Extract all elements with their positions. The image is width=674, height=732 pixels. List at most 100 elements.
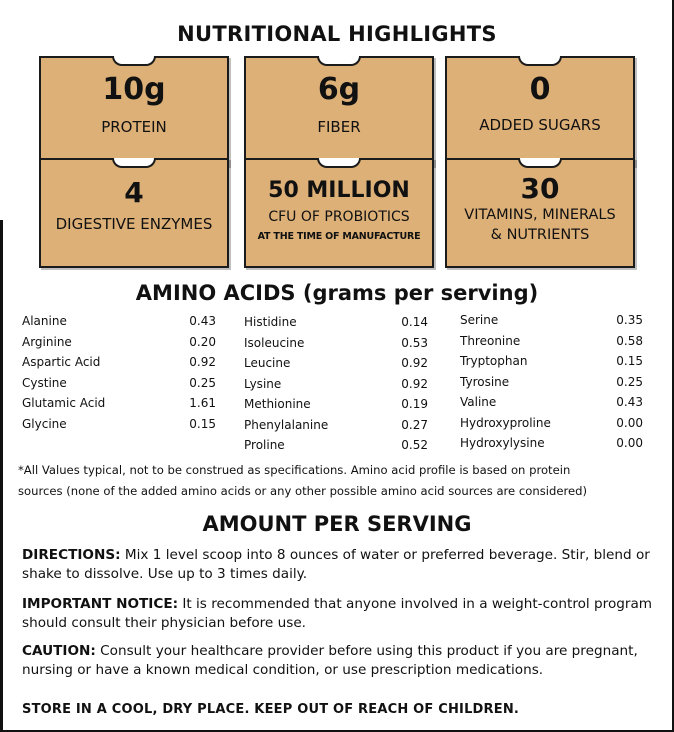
- amino-acid-name: Lysine: [244, 376, 282, 391]
- amino-acid-value: 0.15: [189, 416, 216, 431]
- amino-acid-value: 0.20: [189, 334, 216, 349]
- nutritional-highlights-title: NUTRITIONAL HIGHLIGHTS: [177, 22, 497, 46]
- tile-value: 50 MILLION: [268, 178, 410, 203]
- caution-paragraph: CAUTION: Consult your healthcare provide…: [22, 642, 667, 680]
- tile-value: 4: [124, 176, 144, 209]
- caution-text: Consult your healthcare provider before …: [22, 643, 638, 678]
- amino-acid-row: Valine 0.43: [460, 395, 644, 416]
- amino-acid-name: Threonine: [460, 333, 521, 348]
- amino-acid-value: 0.43: [616, 395, 643, 409]
- tile-notch: [317, 158, 361, 168]
- amino-acid-row: Alanine 0.43: [22, 314, 217, 335]
- highlight-tile-added-sugars: 0 ADDED SUGARS: [445, 56, 635, 166]
- tile-value: 30: [520, 172, 560, 205]
- amino-acid-row: Proline 0.52: [244, 438, 429, 459]
- tile-label: VITAMINS, MINERALS: [464, 207, 616, 223]
- directions-label: DIRECTIONS:: [22, 547, 121, 563]
- tile-label: DIGESTIVE ENZYMES: [55, 215, 213, 233]
- amino-acid-row: Lysine 0.92: [244, 377, 429, 398]
- amino-acid-row: Tryptophan 0.15: [460, 354, 644, 375]
- amino-footnote-line-1: *All Values typical, not to be construed…: [18, 463, 571, 477]
- amino-acid-value: 0.53: [401, 335, 428, 350]
- directions-paragraph: DIRECTIONS: Mix 1 level scoop into 8 oun…: [22, 546, 667, 584]
- amino-acid-row: Hydroxylysine 0.00: [460, 436, 644, 457]
- amino-acid-value: 0.25: [616, 374, 643, 389]
- amino-acid-name: Cystine: [22, 375, 67, 390]
- amino-acid-row: Tyrosine 0.25: [460, 375, 644, 396]
- amino-acid-value: 0.00: [616, 415, 643, 430]
- tile-value: 6g: [317, 72, 361, 107]
- tile-value: 10g: [102, 72, 166, 107]
- amino-acid-row: Phenylalanine 0.27: [244, 418, 429, 439]
- amino-acid-name: Glycine: [22, 416, 67, 431]
- amino-acid-name: Tyrosine: [460, 374, 510, 389]
- amino-acid-value: 0.92: [401, 356, 428, 370]
- amino-acid-name: Arginine: [22, 334, 72, 349]
- amino-acid-row: Isoleucine 0.53: [244, 336, 429, 357]
- amino-footnote: *All Values typical, not to be construed…: [18, 460, 663, 502]
- tile-notch: [112, 158, 156, 168]
- amino-acid-name: Valine: [460, 395, 497, 409]
- amino-acid-value: 0.14: [401, 315, 428, 329]
- important-notice-paragraph: IMPORTANT NOTICE: It is recommended that…: [22, 595, 667, 633]
- amount-per-serving-title: AMOUNT PER SERVING: [202, 512, 472, 536]
- tile-note: AT THE TIME OF MANUFACTURE: [257, 231, 421, 242]
- amino-acid-name: Phenylalanine: [244, 417, 329, 432]
- amino-acid-row: Serine 0.35: [460, 313, 644, 334]
- caution-label: CAUTION:: [22, 643, 96, 659]
- amino-acid-row: Aspartic Acid 0.92: [22, 355, 217, 376]
- amino-acid-value: 0.27: [401, 417, 428, 432]
- tile-notch: [518, 56, 562, 66]
- amino-acid-name: Hydroxyproline: [460, 415, 551, 430]
- amino-acid-row: Leucine 0.92: [244, 356, 429, 377]
- tile-label: FIBER: [317, 118, 361, 136]
- amino-acid-value: 0.52: [401, 438, 428, 452]
- amino-acid-value: 0.43: [189, 314, 216, 328]
- amino-column-1: Alanine 0.43 Arginine 0.20 Aspartic Acid 0.92…: [22, 314, 217, 437]
- directions-text: Mix 1 level scoop into 8 ounces of water…: [22, 547, 650, 582]
- tile-notch: [518, 158, 562, 168]
- tile-label: ADDED SUGARS: [479, 116, 601, 134]
- amino-acid-name: Methionine: [244, 397, 311, 411]
- amino-acid-value: 1.61: [189, 396, 216, 410]
- amino-acid-row: Threonine 0.58: [460, 334, 644, 355]
- tile-label: CFU OF PROBIOTICS: [268, 209, 410, 225]
- highlight-tile-protein: 10g PROTEIN: [39, 56, 229, 166]
- amino-acid-name: Isoleucine: [244, 335, 305, 350]
- tile-notch: [112, 56, 156, 66]
- amino-acid-value: 0.92: [401, 376, 428, 391]
- amino-acid-row: Methionine 0.19: [244, 397, 429, 418]
- amino-acids-title: AMINO ACIDS (grams per serving): [135, 281, 539, 305]
- amino-acid-value: 0.15: [616, 354, 643, 368]
- tile-label: PROTEIN: [101, 118, 167, 136]
- amino-column-3: Serine 0.35 Threonine 0.58 Tryptophan 0.15 Tyr…: [460, 313, 644, 457]
- amino-acid-value: 0.92: [189, 355, 216, 369]
- amino-footnote-line-2: sources (none of the added amino acids o…: [18, 484, 587, 498]
- amino-acid-row: Glutamic Acid 1.61: [22, 396, 217, 417]
- amino-acid-name: Glutamic Acid: [22, 396, 106, 410]
- amino-acid-name: Tryptophan: [460, 354, 528, 368]
- highlight-tile-probiotics: 50 MILLION CFU OF PROBIOTICS AT THE TIME…: [244, 158, 434, 268]
- amino-acid-value: 0.25: [189, 375, 216, 390]
- amino-acid-name: Leucine: [244, 356, 291, 370]
- amino-acid-name: Aspartic Acid: [22, 355, 101, 369]
- amino-acid-name: Histidine: [244, 315, 297, 329]
- tile-value: 0: [529, 72, 551, 107]
- amino-acid-row: Cystine 0.25: [22, 376, 217, 397]
- tile-notch: [317, 56, 361, 66]
- important-notice-label: IMPORTANT NOTICE:: [22, 596, 179, 612]
- amino-acid-value: 0.19: [401, 397, 428, 411]
- amino-acid-row: Glycine 0.15: [22, 417, 217, 438]
- amino-acid-name: Alanine: [22, 314, 67, 328]
- amino-acid-name: Hydroxylysine: [460, 436, 545, 450]
- left-edge-border: [0, 220, 3, 732]
- highlight-tile-fiber: 6g FIBER: [244, 56, 434, 166]
- highlight-tile-digestive-enzymes: 4 DIGESTIVE ENZYMES: [39, 158, 229, 268]
- amino-acid-row: Hydroxyproline 0.00: [460, 416, 644, 437]
- amino-acid-name: Serine: [460, 313, 499, 327]
- storage-warning: STORE IN A COOL, DRY PLACE. KEEP OUT OF …: [22, 702, 520, 717]
- amino-acid-value: 0.00: [616, 436, 643, 450]
- important-notice-text: It is recommended that anyone involved i…: [22, 596, 653, 631]
- tile-label-line2: & NUTRIENTS: [490, 227, 590, 243]
- amino-acid-value: 0.58: [616, 333, 643, 348]
